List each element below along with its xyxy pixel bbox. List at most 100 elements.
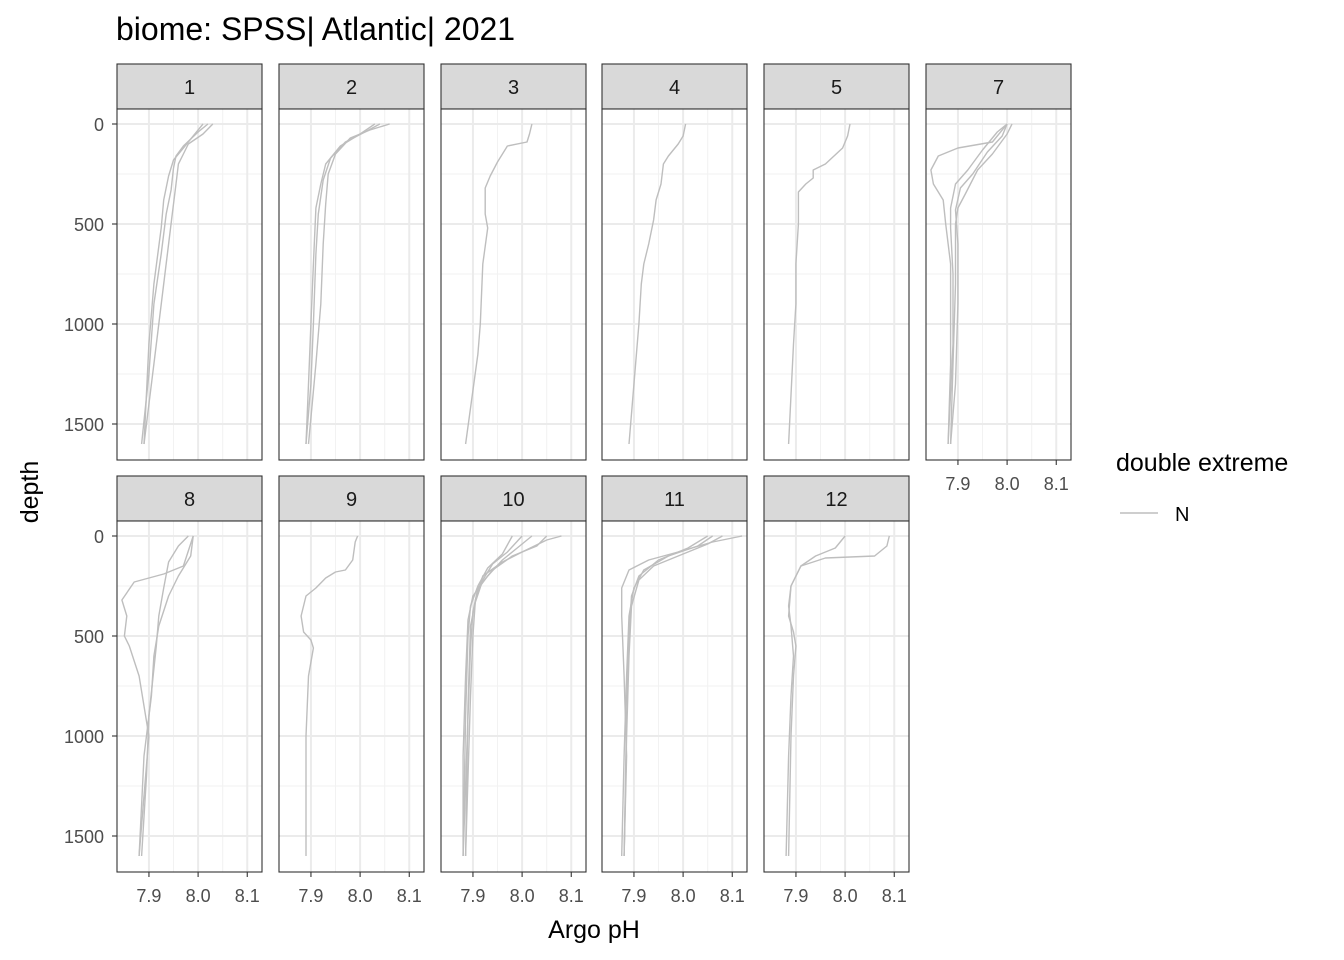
y-tick-label: 1000 bbox=[64, 315, 104, 335]
panel-background bbox=[764, 109, 909, 460]
panel-background bbox=[279, 521, 424, 872]
facet-strip bbox=[116, 63, 263, 110]
profile-line bbox=[787, 123, 851, 445]
facet-panel-7: 7 7.9 8.0 8.1 bbox=[925, 63, 1072, 494]
profile-line bbox=[623, 535, 709, 857]
panel-background bbox=[764, 521, 909, 872]
x-tick-label: 7.9 bbox=[621, 886, 646, 906]
panel-background bbox=[441, 109, 586, 460]
panel-border bbox=[925, 108, 1072, 461]
panel-background bbox=[117, 109, 262, 460]
x-tick-label: 8.1 bbox=[235, 886, 260, 906]
profile-line bbox=[930, 123, 1008, 445]
x-axis-title: Argo pH bbox=[548, 916, 640, 944]
panel-border bbox=[440, 108, 587, 461]
profile-line bbox=[300, 535, 359, 856]
x-tick-label: 8.0 bbox=[671, 886, 696, 906]
profile-line bbox=[462, 535, 513, 857]
x-tick-label: 7.9 bbox=[783, 886, 808, 906]
facet-strip-label: 7 bbox=[993, 77, 1004, 99]
panel-background bbox=[602, 521, 747, 872]
facet-strip bbox=[440, 63, 587, 110]
facet-strip-label: 11 bbox=[664, 489, 685, 511]
facet-strip bbox=[763, 475, 910, 522]
profile-line bbox=[462, 535, 533, 856]
x-tick-label: 8.0 bbox=[348, 886, 373, 906]
panel-background bbox=[602, 109, 747, 460]
facet-panel-3: 3 bbox=[440, 63, 587, 461]
profile-line bbox=[947, 123, 1008, 445]
x-tick-label: 7.9 bbox=[945, 474, 970, 494]
panel-border bbox=[278, 108, 425, 461]
y-tick-label: 0 bbox=[94, 115, 104, 135]
y-tick-label: 1000 bbox=[64, 727, 104, 747]
x-tick-label: 8.0 bbox=[510, 886, 535, 906]
facet-panel-9: 9 7.9 8.0 8.1 bbox=[278, 475, 425, 906]
panel-border bbox=[601, 520, 748, 873]
profile-line bbox=[143, 123, 204, 445]
facet-panel-1: 1 0 500 1000 1500 bbox=[64, 63, 263, 461]
facet-strip bbox=[763, 63, 910, 110]
facet-strip-label: 10 bbox=[502, 489, 524, 511]
facet-strip bbox=[278, 475, 425, 522]
y-tick-label: 1500 bbox=[64, 827, 104, 847]
facet-panel-5: 5 bbox=[763, 63, 910, 461]
profile-line bbox=[121, 535, 194, 857]
facet-strip-label: 5 bbox=[831, 77, 842, 99]
facet-strip-label: 1 bbox=[184, 77, 195, 99]
profile-line bbox=[143, 123, 214, 445]
facet-strip bbox=[116, 475, 263, 522]
x-tick-label: 7.9 bbox=[298, 886, 323, 906]
legend-title: double extreme bbox=[1116, 449, 1288, 477]
panel-background bbox=[117, 521, 262, 872]
x-tick-label: 8.1 bbox=[720, 886, 745, 906]
panel-border bbox=[278, 520, 425, 873]
y-tick-label: 1500 bbox=[64, 415, 104, 435]
x-tick-label: 8.1 bbox=[882, 886, 907, 906]
facet-strip bbox=[925, 63, 1072, 110]
panel-background bbox=[926, 109, 1071, 460]
facet-panel-8: 8 7.9 8.0 8.1 0 500 1000 1500 bbox=[64, 475, 263, 906]
profile-line bbox=[949, 123, 1008, 445]
profile-line bbox=[138, 535, 194, 857]
facet-strip-label: 3 bbox=[508, 77, 519, 99]
x-tick-label: 8.1 bbox=[1044, 474, 1069, 494]
x-tick-label: 8.0 bbox=[833, 886, 858, 906]
facet-panel-11: 11 7.9 8.0 8.1 bbox=[601, 475, 748, 906]
facet-strip-label: 9 bbox=[346, 489, 357, 511]
profile-line bbox=[464, 123, 533, 445]
x-tick-label: 8.1 bbox=[559, 886, 584, 906]
y-tick-label: 500 bbox=[74, 215, 104, 235]
profile-line bbox=[628, 123, 687, 445]
facet-panel-4: 4 bbox=[601, 63, 748, 461]
x-tick-label: 8.0 bbox=[995, 474, 1020, 494]
x-tick-label: 8.1 bbox=[397, 886, 422, 906]
facet-strip-label: 2 bbox=[346, 77, 357, 99]
panel-border bbox=[601, 108, 748, 461]
x-tick-label: 7.9 bbox=[136, 886, 161, 906]
legend-label: N bbox=[1175, 504, 1189, 526]
panel-border bbox=[763, 520, 910, 873]
x-tick-label: 7.9 bbox=[460, 886, 485, 906]
profile-line bbox=[464, 535, 523, 857]
chart-title: biome: SPSS| Atlantic| 2021 bbox=[116, 11, 515, 47]
y-axis-title: depth bbox=[16, 461, 44, 524]
profile-line bbox=[949, 123, 1013, 445]
panel-background bbox=[279, 109, 424, 460]
panel-border bbox=[116, 520, 263, 873]
y-tick-label: 500 bbox=[74, 627, 104, 647]
profile-line bbox=[787, 535, 846, 857]
x-tick-label: 8.0 bbox=[186, 886, 211, 906]
panel-border bbox=[440, 520, 587, 873]
facet-strip-label: 8 bbox=[184, 489, 195, 511]
profile-line bbox=[140, 535, 189, 857]
facet-strip-label: 12 bbox=[825, 489, 847, 511]
facet-panel-2: 2 bbox=[278, 63, 425, 461]
panel-border bbox=[763, 108, 910, 461]
facet-panel-10: 10 7.9 8.0 8.1 bbox=[440, 475, 587, 906]
y-tick-label: 0 bbox=[94, 527, 104, 547]
panel-border bbox=[116, 108, 263, 461]
profile-line bbox=[305, 123, 376, 445]
